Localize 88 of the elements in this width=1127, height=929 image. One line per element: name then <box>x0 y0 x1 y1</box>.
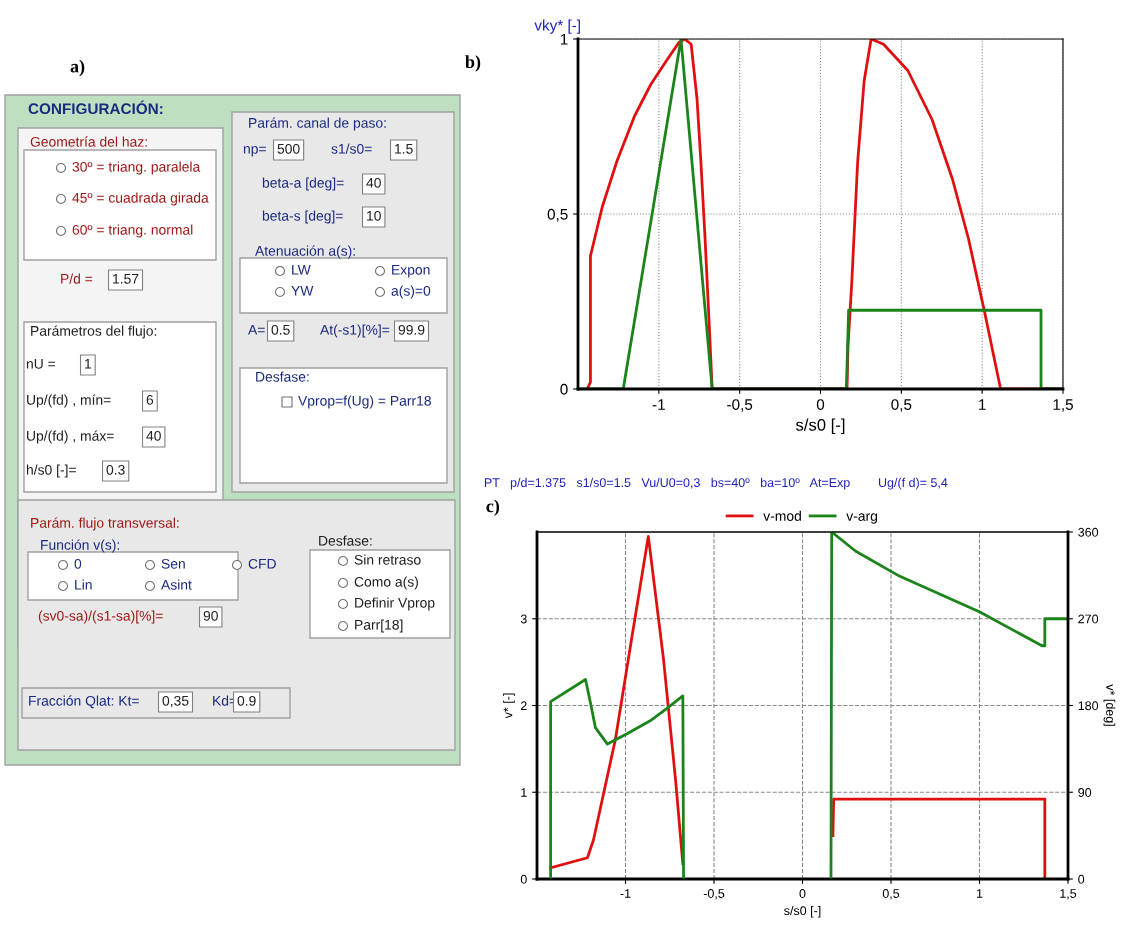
y-tick-label: 0 <box>560 383 568 395</box>
text: Up/(fd) , máx= <box>27 430 114 444</box>
text: 1.5 <box>395 144 413 154</box>
x-tick-label: 1 <box>979 399 986 410</box>
x-tick-label: 1 <box>976 889 983 898</box>
text: 0.3 <box>106 464 125 475</box>
text: Atenuación a(s): <box>255 245 355 259</box>
text: A= <box>248 325 265 335</box>
y-tick-label: 3 <box>520 614 527 624</box>
y2-axis-title: v* [deg] <box>1103 684 1116 726</box>
x-tick-label: -1 <box>652 399 665 410</box>
text: 99.9 <box>398 324 425 335</box>
x-tick-label: 0,5 <box>891 399 912 412</box>
text: Up/(fd) , mín= <box>27 394 111 408</box>
text: LW <box>292 265 311 275</box>
text: CFD <box>248 558 276 569</box>
x-tick-label: -0,5 <box>703 889 725 900</box>
y-tick-label: 1 <box>521 788 527 797</box>
text: 6 <box>146 394 154 405</box>
text: b) <box>465 55 481 72</box>
text: Vprop=f(Ug) = Parr18 <box>298 395 431 409</box>
text: Desfase: <box>319 535 372 546</box>
x-tick-label: -1 <box>620 889 631 898</box>
text: Parám. canal de paso: <box>249 117 386 131</box>
chart-title: c) <box>486 499 500 516</box>
x-tick-label: 1,5 <box>1060 889 1077 900</box>
text: Definir Vprop <box>355 597 435 611</box>
text: 0.9 <box>237 695 256 706</box>
y-axis-title: vky* [-] <box>534 19 580 34</box>
y2-tick-label: 270 <box>1078 614 1099 624</box>
y-tick-label: 0,5 <box>547 208 568 222</box>
text: Parámetros del flujo: <box>31 325 157 339</box>
text: 10 <box>367 210 381 221</box>
legend-label: v-mod <box>763 510 801 521</box>
text: (sv0-sa)/(s1-sa)[%]= <box>38 610 163 624</box>
y2-tick-label: 360 <box>1078 527 1099 537</box>
text: At(-s1)[%]= <box>320 324 390 338</box>
x-axis-title: s/s0 [-] <box>784 905 821 918</box>
text: s1/s0= <box>331 143 372 154</box>
text: Lin <box>75 579 92 590</box>
text: 1.57 <box>113 274 139 284</box>
text: 1 <box>85 359 92 369</box>
text: beta-a [deg]= <box>262 177 344 191</box>
text: YW <box>291 286 314 296</box>
text: a) <box>70 59 85 77</box>
text: P/d = <box>61 273 93 284</box>
y2-tick-label: 180 <box>1078 701 1099 711</box>
y-tick-label: 2 <box>520 701 527 711</box>
text: np= <box>243 146 266 157</box>
y-axis-title: v* [-] <box>503 693 515 719</box>
y2-tick-label: 90 <box>1078 788 1092 797</box>
text: 500 <box>277 143 300 154</box>
text: 45º = cuadrada girada <box>72 192 209 206</box>
legend-label: v-arg <box>846 513 877 524</box>
text: Sen <box>161 558 185 569</box>
text: 90 <box>203 610 218 621</box>
text: Como a(s) <box>354 576 418 590</box>
text: 40 <box>146 430 161 441</box>
x-axis-title: s/s0 [-] <box>795 418 845 435</box>
y2-tick-label: 0 <box>1078 874 1085 884</box>
x-tick-label: 1,5 <box>1053 399 1073 412</box>
text: nU = <box>26 359 56 369</box>
text: Función v(s): <box>41 539 119 553</box>
text: beta-s [deg]= <box>262 210 343 224</box>
text: Geometría del haz: <box>30 136 147 147</box>
x-tick-label: 0,5 <box>882 889 900 900</box>
y-tick-label: 1 <box>560 34 568 45</box>
text: 0,35 <box>162 695 189 708</box>
text: Desfase: <box>256 371 309 382</box>
text: h/s0 [-]= <box>26 464 76 478</box>
text: Fracción Qlat: Kt= <box>29 695 139 709</box>
text: 60º = triang. normal <box>72 224 193 238</box>
x-tick-label: 0 <box>799 889 806 898</box>
text: Asint <box>161 579 192 590</box>
text: 40 <box>366 177 381 188</box>
text: a(s)=0 <box>391 285 431 299</box>
text: Expon <box>392 265 430 278</box>
text: Sin retraso <box>354 554 421 565</box>
text: Parám. flujo transversal: <box>31 517 179 531</box>
y-tick-label: 0 <box>520 874 527 884</box>
text: CONFIGURACIÓN: <box>28 100 163 115</box>
text: Parr[18] <box>355 619 403 633</box>
text: 0 <box>74 558 82 569</box>
text: 0.5 <box>271 324 290 335</box>
x-tick-label: -0,5 <box>727 399 753 412</box>
x-tick-label: 0 <box>816 399 825 410</box>
chart-subtitle: PT p/d=1.375 s1/s0=1.5 Vu/U0=0,3 bs=40º ba=10º At=Exp Ug/(f d)= 5,4 <box>484 477 948 490</box>
text: 30º = triang. paralela <box>72 161 201 175</box>
